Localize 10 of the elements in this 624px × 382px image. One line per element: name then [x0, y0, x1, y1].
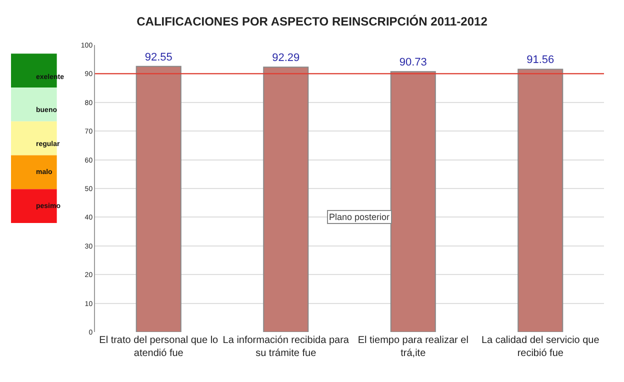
annotation: Plano posterior — [329, 212, 390, 222]
x-tick-label: El tiempo para realizar el trá,ite — [358, 335, 468, 359]
x-tick-label: El trato del personal que lo atendió fue — [99, 335, 219, 359]
data-label: 90.73 — [399, 56, 427, 69]
chart-title: CALIFICACIONES POR ASPECTO REINSCRIPCIÓN 2011-2012 — [136, 14, 488, 29]
data-label: 91.56 — [526, 54, 554, 66]
x-tick-label: La calidad del servicio que recibió fue — [481, 335, 600, 359]
x-tick-label: La información recibida para su trámite fue — [222, 335, 350, 359]
data-label: 92.29 — [272, 52, 300, 64]
data-label: 92.55 — [144, 51, 172, 64]
